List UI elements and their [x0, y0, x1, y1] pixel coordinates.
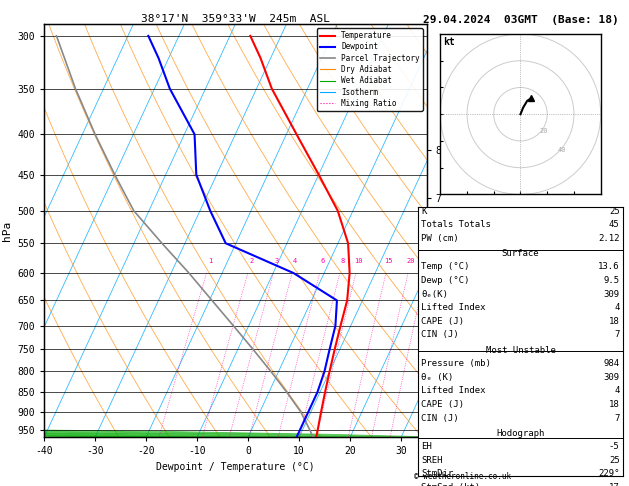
Text: 4: 4 [614, 303, 620, 312]
Text: CAPE (J): CAPE (J) [421, 400, 464, 409]
Text: StmSpd (kt): StmSpd (kt) [421, 483, 481, 486]
Text: 20: 20 [406, 259, 415, 264]
Text: 45: 45 [609, 220, 620, 229]
Text: 2: 2 [249, 259, 253, 264]
Text: Pressure (mb): Pressure (mb) [421, 359, 491, 368]
Text: 10: 10 [355, 259, 363, 264]
Text: 15: 15 [384, 259, 393, 264]
Text: StmDir: StmDir [421, 469, 454, 479]
Text: 7: 7 [614, 414, 620, 423]
Text: 3: 3 [274, 259, 279, 264]
Text: 18: 18 [609, 317, 620, 326]
Text: 2.12: 2.12 [598, 234, 620, 243]
Text: θₑ (K): θₑ (K) [421, 373, 454, 382]
Text: Totals Totals: Totals Totals [421, 220, 491, 229]
Text: EH: EH [421, 442, 432, 451]
Text: 18: 18 [609, 400, 620, 409]
Text: 309: 309 [603, 290, 620, 299]
Text: Hodograph: Hodograph [496, 429, 545, 438]
Y-axis label: km
ASL: km ASL [449, 231, 467, 252]
Text: 8: 8 [341, 259, 345, 264]
Text: Temp (°C): Temp (°C) [421, 262, 470, 272]
Text: 7: 7 [614, 330, 620, 340]
X-axis label: Dewpoint / Temperature (°C): Dewpoint / Temperature (°C) [156, 462, 314, 472]
Text: 309: 309 [603, 373, 620, 382]
Text: 1: 1 [208, 259, 212, 264]
Text: Surface: Surface [502, 249, 539, 258]
Text: Dewp (°C): Dewp (°C) [421, 276, 470, 285]
Text: -5: -5 [609, 442, 620, 451]
Text: 4: 4 [293, 259, 298, 264]
Text: © weatheronline.co.uk: © weatheronline.co.uk [414, 472, 511, 481]
Text: θₑ(K): θₑ(K) [421, 290, 448, 299]
Text: SREH: SREH [421, 456, 443, 465]
Text: 9.5: 9.5 [603, 276, 620, 285]
Text: kt: kt [443, 37, 455, 47]
Text: LCL: LCL [434, 434, 449, 444]
Text: Lifted Index: Lifted Index [421, 386, 486, 396]
Text: PW (cm): PW (cm) [421, 234, 459, 243]
Text: 4: 4 [614, 386, 620, 396]
Text: 17: 17 [609, 483, 620, 486]
Text: Lifted Index: Lifted Index [421, 303, 486, 312]
Text: CIN (J): CIN (J) [421, 414, 459, 423]
Text: 29.04.2024  03GMT  (Base: 18): 29.04.2024 03GMT (Base: 18) [423, 15, 618, 25]
Text: 25: 25 [609, 207, 620, 216]
Text: 6: 6 [321, 259, 325, 264]
Text: CAPE (J): CAPE (J) [421, 317, 464, 326]
Text: Most Unstable: Most Unstable [486, 346, 555, 355]
Text: 40: 40 [558, 147, 567, 153]
Text: 20: 20 [539, 128, 548, 134]
Text: 229°: 229° [598, 469, 620, 479]
Legend: Temperature, Dewpoint, Parcel Trajectory, Dry Adiabat, Wet Adiabat, Isotherm, Mi: Temperature, Dewpoint, Parcel Trajectory… [316, 28, 423, 111]
Text: K: K [421, 207, 427, 216]
Title: 38°17'N  359°33'W  245m  ASL: 38°17'N 359°33'W 245m ASL [141, 14, 330, 23]
Text: 984: 984 [603, 359, 620, 368]
Text: 13.6: 13.6 [598, 262, 620, 272]
Y-axis label: hPa: hPa [2, 221, 12, 241]
Text: 25: 25 [609, 456, 620, 465]
Text: Mixing Ratio (g/kg): Mixing Ratio (g/kg) [442, 214, 451, 309]
Text: CIN (J): CIN (J) [421, 330, 459, 340]
